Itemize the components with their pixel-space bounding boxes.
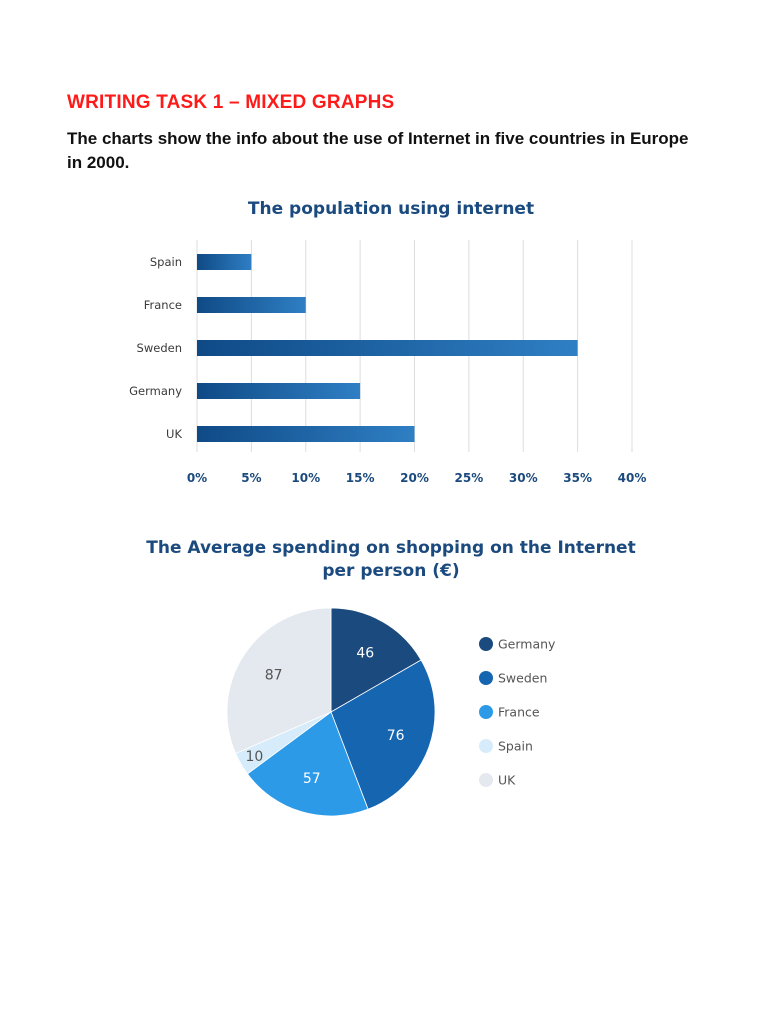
pie-chart-title-line-2: per person (€)	[322, 561, 459, 581]
legend-swatch	[479, 637, 493, 651]
page-heading: WRITING TASK 1 – MIXED GRAPHS	[67, 92, 395, 113]
legend-label: UK	[498, 773, 516, 788]
bar-category-label: France	[144, 298, 182, 312]
legend-label: Spain	[498, 739, 533, 754]
legend-label: France	[498, 705, 540, 720]
pie-slice-sweden	[330, 659, 436, 810]
pie-chart-legend: Germany Sweden France Spain UK	[479, 637, 556, 788]
pie-chart-value-labels: 46 76 57 10 87	[246, 646, 405, 787]
bar-chart-x-tick-label: 40%	[618, 471, 647, 485]
bar-chart-title: The population using internet	[248, 199, 534, 219]
pie-slice-germany	[330, 607, 422, 713]
pie-chart-slices	[226, 607, 436, 817]
bar-chart-x-tick-label: 30%	[509, 471, 538, 485]
bar-category-label: UK	[166, 427, 182, 441]
legend-swatch	[479, 705, 493, 719]
pie-slice-france	[246, 711, 369, 817]
pie-value-label: 10	[246, 749, 264, 765]
bar-spain	[197, 254, 252, 270]
pie-chart: The Average spending on shopping on the …	[146, 538, 636, 817]
legend-swatch	[479, 671, 493, 685]
legend-label: Sweden	[498, 671, 547, 686]
pie-value-label: 57	[303, 771, 321, 787]
task-description: The charts show the info about the use o…	[67, 129, 689, 172]
legend-label: Germany	[498, 637, 556, 652]
pie-chart-title-line-1: The Average spending on shopping on the …	[146, 538, 635, 558]
bar-chart-x-tick-label: 15%	[346, 471, 375, 485]
bar-chart-bars	[197, 254, 578, 442]
bar-uk	[197, 426, 415, 442]
bar-chart-x-tick-label: 0%	[187, 471, 207, 485]
pie-slice-uk	[226, 607, 332, 754]
bar-chart-x-tick-label: 25%	[455, 471, 484, 485]
bar-chart-x-ticks: 0% 5% 10% 15% 20% 25% 30% 35% 40%	[187, 471, 647, 485]
bar-france	[197, 297, 306, 313]
pie-value-label: 46	[356, 646, 374, 662]
bar-chart-x-tick-label: 20%	[400, 471, 429, 485]
pie-value-label: 76	[387, 728, 405, 744]
legend-swatch	[479, 739, 493, 753]
bar-category-label: Sweden	[137, 341, 182, 355]
bar-chart-x-tick-label: 35%	[563, 471, 592, 485]
pie-value-label: 87	[265, 667, 283, 683]
bar-category-label: Germany	[129, 384, 182, 398]
bar-chart-x-tick-label: 10%	[291, 471, 320, 485]
bar-germany	[197, 383, 361, 399]
bar-chart: The population using internet Spain Franc…	[129, 199, 647, 485]
bar-category-label: Spain	[150, 255, 182, 269]
legend-swatch	[479, 773, 493, 787]
bar-sweden	[197, 340, 578, 356]
bar-chart-category-labels: Spain France Sweden Germany UK	[129, 255, 182, 441]
bar-chart-x-tick-label: 5%	[241, 471, 261, 485]
